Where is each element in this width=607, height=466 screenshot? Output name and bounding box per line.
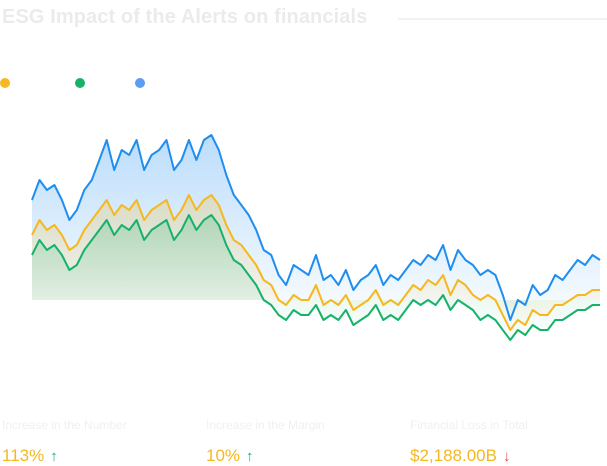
line-yellow bbox=[31, 194, 600, 331]
legend-dot-yellow bbox=[0, 78, 10, 88]
area-green bbox=[32, 215, 600, 340]
arrow-up-icon: ↑ bbox=[50, 448, 58, 465]
stat-label: Financial Loss in Total bbox=[410, 418, 528, 432]
stat-label: Increase in the Margin bbox=[206, 418, 325, 432]
stat-value-text: 113% bbox=[2, 446, 45, 465]
arrow-up-icon: ↑ bbox=[246, 448, 254, 465]
line-green bbox=[31, 214, 600, 341]
stat-value: 10% ↑ bbox=[206, 446, 254, 466]
legend-dot-green bbox=[75, 78, 85, 88]
legend-dot-blue bbox=[135, 78, 145, 88]
line-chart bbox=[31, 134, 601, 341]
stat-label: Increase in the Number bbox=[2, 418, 127, 432]
stats-row: Increase in the Number 113% ↑ Increase in… bbox=[0, 418, 607, 466]
stat-value-text: 10% bbox=[206, 446, 241, 465]
title-divider bbox=[398, 18, 607, 20]
arrow-down-icon: ↓ bbox=[502, 448, 511, 465]
series-lines bbox=[31, 134, 601, 341]
chart-title: ESG Impact of the Alerts on financials bbox=[2, 6, 368, 28]
stat-value-text: $2,188.00B bbox=[410, 446, 497, 465]
line-blue bbox=[31, 134, 601, 321]
stat-value: 113% ↑ bbox=[2, 446, 58, 466]
area-fills bbox=[32, 135, 600, 340]
stat-value: $2,188.00B ↓ bbox=[410, 446, 510, 466]
chart-header: ESG Impact of the Alerts on financials bbox=[0, 6, 607, 34]
